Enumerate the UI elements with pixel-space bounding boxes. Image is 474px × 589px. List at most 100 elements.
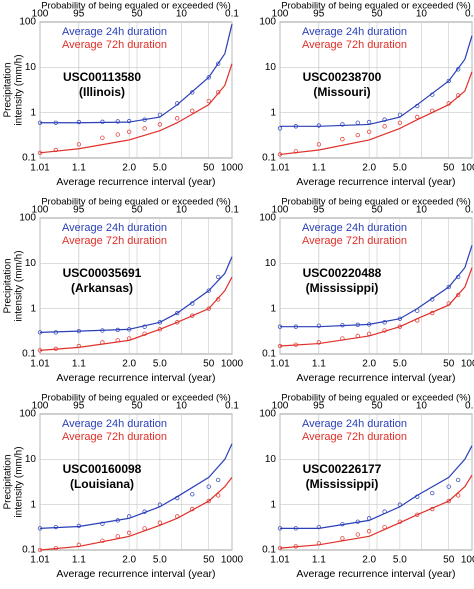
legend-label: Average 24h duration [302,26,407,38]
data-point [216,90,221,95]
data-point [100,538,105,543]
y-tick-label: 100 [259,213,276,224]
fit-curve [40,23,233,124]
data-point [355,132,360,138]
data-point [415,318,420,323]
y-tick-label: 0.1 [22,349,36,360]
data-point [415,308,420,313]
y-tick-label: 100 [19,409,36,420]
data-point [142,331,147,336]
x2-tick-label: 10 [176,401,188,412]
data-point [53,524,58,530]
data-point [100,340,105,345]
y-tick-label: 100 [19,213,36,224]
x2-tick-label: 50 [131,401,143,412]
data-point [446,484,451,489]
data-point [37,526,43,531]
x2-axis-title: Probability of being equaled or exceeded… [41,1,231,12]
y-axis-title: Precipitation [3,454,14,509]
station-label: USC00220488 [303,266,382,280]
data-point [456,67,461,72]
x-tick-label: 5.0 [153,359,167,370]
y-tick-label: 0.1 [22,545,36,556]
y-axis-title: Precipitation [3,258,14,313]
fit-curve [39,477,233,551]
data-point [367,331,372,336]
y-tick-label: 1 [270,107,276,118]
fit-curve [280,245,473,328]
x2-axis-title: Probability of being equaled or exceeded… [281,393,471,404]
data-point [355,519,360,524]
data-point [190,492,195,497]
legend-label: Average 72h duration [302,235,407,247]
data-point [446,78,451,84]
y-tick-label: 10 [25,62,37,73]
station-label: USC00035691 [63,266,142,280]
data-point [175,320,180,325]
data-point [340,536,345,541]
fit-curve [280,35,473,127]
x-axis-title: Average recurrence interval (year) [56,176,215,188]
data-point [397,316,403,321]
data-point [430,310,435,316]
data-point [446,101,451,106]
x-tick-label: 1.01 [30,359,50,370]
data-point [316,340,322,345]
x2-tick-label: 50 [371,401,383,412]
x2-tick-label: 50 [371,205,383,216]
data-point [277,126,283,131]
data-point [340,323,345,328]
x-tick-label: 50 [203,163,215,174]
data-point [382,320,387,325]
data-point [142,126,147,131]
x2-tick-label: 95 [313,205,325,216]
station-label: USC00160098 [63,462,142,476]
data-point [115,119,120,124]
data-point [415,114,420,120]
data-point [446,498,451,504]
data-point [76,142,82,147]
x-tick-label: 5.0 [153,555,167,566]
data-point [316,323,322,328]
data-point [367,119,372,125]
data-point [456,477,461,483]
data-point [277,526,283,531]
data-point [316,524,322,530]
x2-tick-label: 95 [73,205,85,216]
x-tick-label: 2.0 [362,163,376,174]
data-point [316,142,322,147]
x-tick-label: 1.1 [72,555,86,566]
data-point [37,348,43,353]
x-tick-label: 1.1 [312,555,326,566]
x-tick-label: 1.01 [270,555,290,566]
x2-tick-label: 100 [32,401,49,412]
data-point [382,124,387,129]
data-point [340,137,345,142]
fit-curve [279,474,473,549]
data-point [175,495,180,501]
data-point [397,519,403,524]
fit-curve [280,445,473,529]
data-point [415,494,420,499]
legend-label: Average 24h duration [62,26,167,38]
data-point [206,484,211,489]
data-point [157,320,163,325]
y-tick-label: 10 [25,258,37,269]
data-point [382,328,387,333]
x-axis-title: Average recurrence interval (year) [296,568,455,580]
data-point [100,328,105,333]
data-point [355,333,360,339]
x-tick-label: 5.0 [393,555,407,566]
x-tick-label: 1.1 [312,359,326,370]
x2-tick-label: 10 [176,205,188,216]
data-point [53,120,58,125]
data-point [355,322,360,327]
legend-label: Average 72h duration [302,39,407,51]
x2-axis-title: Probability of being equaled or exceeded… [41,393,231,404]
data-point [190,313,195,318]
x2-tick-label: 10 [416,9,428,20]
data-point [293,324,298,329]
x-tick-label: 1.1 [312,163,326,174]
x2-tick-label: 0.1 [225,401,239,412]
data-point [293,124,298,129]
